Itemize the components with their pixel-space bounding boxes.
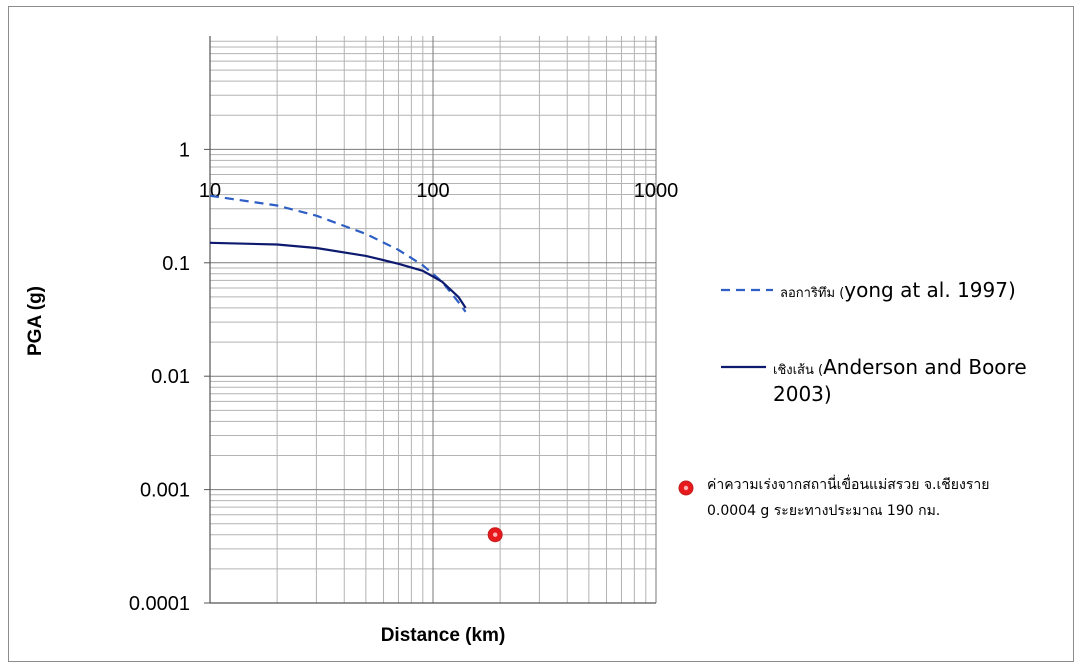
series-layer: [209, 194, 503, 543]
legend-entry-linear: เชิงเส้น (Anderson and Boore 2003): [773, 354, 1053, 408]
x-axis-title: Distance (km): [381, 625, 506, 646]
legend-label-rest: yong at al. 1997): [844, 278, 1016, 302]
tick-labels: 10 100 1000 1 0.1 0.01 0.001 0.0001: [129, 139, 678, 615]
legend-label-line1: ค่าความเร่งจากสถานี่เขื่อนแม่สรวย จ.เชีย…: [707, 477, 990, 493]
chart-canvas: 10 100 1000 1 0.1 0.01 0.001 0.0001 Distance (k…: [25, 36, 773, 646]
series-linear-line: [209, 241, 467, 309]
y-tick-label: 0.0001: [129, 593, 190, 615]
y-tick-label: 0.1: [162, 253, 190, 275]
grid-minor-lines: [210, 36, 656, 603]
legend-label-rest: Anderson and Boore 2003): [773, 355, 1027, 406]
y-tick-label: 0.01: [151, 366, 190, 388]
legend-entry-observed: ค่าความเร่งจากสถานี่เขื่อนแม่สรวย จ.เชีย…: [707, 473, 989, 525]
legend-marker-highlight: [683, 485, 689, 491]
y-tick-label: 0.001: [140, 480, 190, 502]
legend-label-thai: ลอการิทึม (: [780, 286, 845, 301]
x-tick-label: 10: [199, 180, 221, 202]
axes: [204, 36, 656, 604]
y-axis-title: PGA (g): [25, 286, 46, 356]
legend-entry-logarithmic: ลอการิทึม (yong at al. 1997): [780, 277, 1016, 304]
legend-label-line2: 0.0004 g ระยะทางประมาณ 190 กม.: [707, 502, 941, 519]
legend-swatches: [678, 288, 773, 496]
chart-frame: 10 100 1000 1 0.1 0.01 0.001 0.0001 Distance (k…: [8, 6, 1074, 662]
legend-label-thai: เชิงเส้น (: [773, 363, 824, 378]
x-tick-label: 1000: [634, 180, 679, 202]
y-tick-label: 1: [179, 139, 190, 161]
x-tick-label: 100: [416, 180, 449, 202]
series-logarithmic-line: [209, 194, 467, 313]
observed-point-highlight: [492, 532, 498, 537]
